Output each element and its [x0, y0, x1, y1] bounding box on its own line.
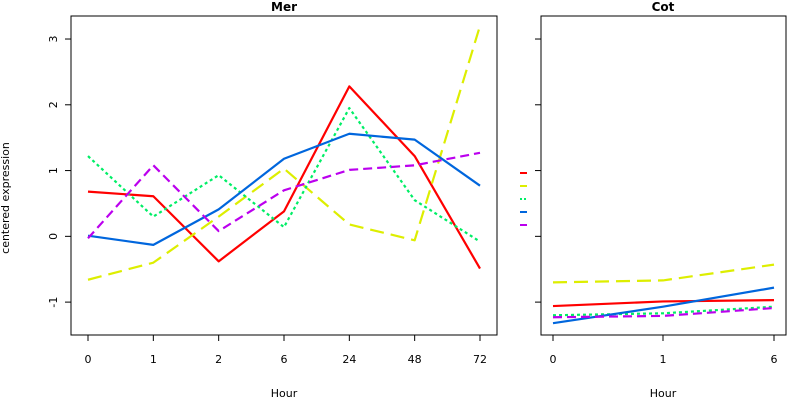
cot-x-tick-label: 0 [550, 353, 557, 366]
cot-panel-frame [540, 15, 787, 336]
mer-title: Mer [271, 0, 297, 14]
cot-series-line-1 [552, 299, 775, 308]
mer-y-tick-label: 3 [47, 36, 60, 43]
mer-series-line-3 [87, 106, 481, 243]
mer-x-axis-label: Hour [271, 387, 298, 400]
mer-y-tick-label: -1 [47, 297, 60, 308]
mer-series-line-2 [87, 25, 482, 281]
y-axis-label: centered expression [0, 142, 12, 254]
mer-y-tick-label: 2 [47, 101, 60, 108]
mer-series-line-5 [87, 151, 481, 240]
mer-x-tick-label: 6 [281, 353, 288, 366]
mer-series-line-4 [87, 132, 481, 246]
cot-title: Cot [652, 0, 675, 14]
mer-y-tick-label: 0 [47, 233, 60, 240]
mer-x-tick-label: 2 [215, 353, 222, 366]
mer-x-tick-label: 0 [85, 353, 92, 366]
series-lines-group [87, 25, 775, 325]
mer-y-tick-label: 1 [47, 167, 60, 174]
legend-group [520, 172, 527, 226]
cot-series-line-3 [552, 305, 775, 317]
mer-panel-frame [70, 15, 498, 336]
mer-x-tick-label: 1 [150, 353, 157, 366]
cot-x-tick-label: 1 [660, 353, 667, 366]
cot-x-axis-label: Hour [650, 387, 677, 400]
mer-x-tick-label: 24 [342, 353, 356, 366]
mer-x-tick-label: 48 [408, 353, 422, 366]
cot-series-line-2 [552, 263, 775, 284]
mer-x-tick-label: 72 [473, 353, 487, 366]
axes-group: 0 1 2 6 24 48 72 -1 0 1 2 3 0 1 6 [47, 36, 778, 366]
cot-series-line-5 [552, 306, 775, 319]
cot-x-tick-label: 6 [771, 353, 778, 366]
mer-series-line-1 [87, 85, 481, 270]
